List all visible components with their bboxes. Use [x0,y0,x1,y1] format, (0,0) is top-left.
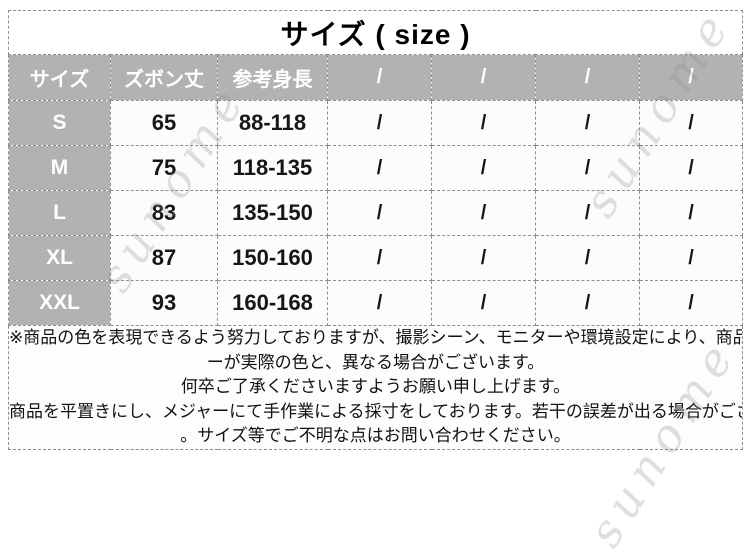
cell-slash: / [639,145,743,191]
note-line: 。サイズ等でご不明な点はお問い合わせください。 [180,426,571,445]
col-header-length: ズボン丈 [110,54,218,101]
cell-size-label: L [8,190,111,236]
note-line: ※商品の色を表現できるよう努力しておりますが、撮影シーン、モニターや環境設定によ… [9,328,743,347]
cell-slash: / [639,190,743,236]
cell-slash: / [639,235,743,281]
cell-length: 87 [110,235,218,281]
cell-slash: / [431,235,536,281]
cell-slash: / [431,145,536,191]
col-header-height: 参考身長 [217,54,328,101]
table-row-l: L 83 135-150 / / / / [8,190,743,236]
col-header-slash: / [639,54,743,101]
note-line: 何卒ご了承くださいますようお願い申し上げます。 [180,377,571,396]
notes-row: ※商品の色を表現できるよう努力しておりますが、撮影シーン、モニターや環境設定によ… [8,325,743,450]
table-row-xxl: XXL 93 160-168 / / / / [8,280,743,326]
cell-slash: / [535,100,640,146]
cell-size-label: XXL [8,280,111,326]
col-header-slash: / [327,54,432,101]
page-title: サイズ ( size ) [8,10,743,55]
cell-slash: / [431,190,536,236]
disclaimer-notes: ※商品の色を表現できるよう努力しておりますが、撮影シーン、モニターや環境設定によ… [8,325,743,450]
cell-slash: / [535,235,640,281]
cell-length: 65 [110,100,218,146]
note-line: 商品を平置きにし、メジャーにて手作業による採寸をしております。若干の誤差が出る場… [9,401,743,421]
cell-slash: / [327,100,432,146]
table-row-m: M 75 118-135 / / / / [8,145,743,191]
note-line: ーが実際の色と、異なる場合がございます。 [206,352,545,372]
col-header-size: サイズ [8,54,111,101]
cell-slash: / [535,145,640,191]
cell-slash: / [639,100,743,146]
cell-height: 118-135 [217,145,328,191]
cell-slash: / [639,280,743,326]
cell-slash: / [535,280,640,326]
table-row-xl: XL 87 150-160 / / / / [8,235,743,281]
cell-length: 83 [110,190,218,236]
cell-height: 150-160 [217,235,328,281]
title-row: サイズ ( size ) [8,10,743,55]
cell-height: 88-118 [217,100,328,146]
cell-size-label: M [8,145,111,191]
cell-length: 75 [110,145,218,191]
size-chart-sheet: サイズ ( size ) サイズ ズボン丈 参考身長 / / / / S 65 … [8,10,743,450]
table-header-row: サイズ ズボン丈 参考身長 / / / / [8,54,743,101]
cell-length: 93 [110,280,218,326]
cell-slash: / [327,235,432,281]
col-header-slash: / [535,54,640,101]
cell-slash: / [327,145,432,191]
col-header-slash: / [431,54,536,101]
cell-size-label: XL [8,235,111,281]
cell-slash: / [535,190,640,236]
table-row-s: S 65 88-118 / / / / [8,100,743,146]
cell-size-label: S [8,100,111,146]
cell-slash: / [327,280,432,326]
cell-height: 160-168 [217,280,328,326]
cell-slash: / [431,280,536,326]
cell-slash: / [327,190,432,236]
cell-slash: / [431,100,536,146]
size-table: サイズ ( size ) サイズ ズボン丈 参考身長 / / / / S 65 … [8,10,743,450]
cell-height: 135-150 [217,190,328,236]
